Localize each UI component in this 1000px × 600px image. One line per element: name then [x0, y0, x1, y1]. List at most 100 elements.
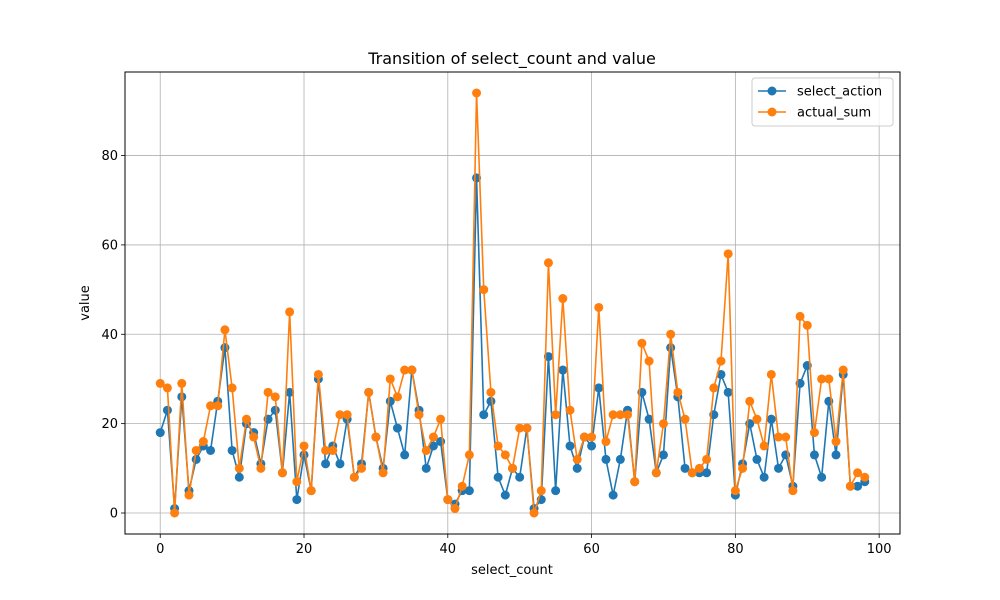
data-point-actual_sum	[342, 410, 352, 420]
data-point-actual_sum	[608, 410, 618, 420]
data-point-actual_sum	[213, 401, 223, 411]
data-point-actual_sum	[788, 486, 798, 496]
data-point-actual_sum	[687, 468, 697, 478]
data-point-actual_sum	[256, 463, 266, 473]
data-point-actual_sum	[522, 423, 532, 433]
data-point-select_action	[601, 454, 611, 464]
data-point-actual_sum	[558, 294, 568, 304]
data-point-actual_sum	[831, 437, 841, 447]
data-point-select_action	[500, 490, 510, 500]
y-tick-label: 40	[101, 328, 118, 343]
y-tick-label: 0	[110, 507, 118, 522]
data-point-select_action	[558, 365, 568, 375]
legend-label-select_action: select_action	[797, 85, 882, 100]
data-point-actual_sum	[227, 383, 237, 393]
y-axis-ticks: 0 20 40 60 80	[101, 149, 125, 522]
data-point-actual_sum	[694, 463, 704, 473]
data-point-select_action	[587, 441, 597, 451]
legend-marker-select_action	[767, 86, 777, 96]
data-point-actual_sum	[428, 432, 438, 442]
data-point-actual_sum	[630, 477, 640, 487]
x-tick-label: 40	[440, 542, 457, 557]
data-point-select_action	[572, 463, 582, 473]
data-point-select_action	[493, 472, 503, 482]
data-point-actual_sum	[702, 454, 712, 464]
data-point-actual_sum	[781, 432, 791, 442]
legend-box	[751, 77, 894, 127]
data-point-select_action	[658, 450, 668, 460]
data-point-actual_sum	[666, 329, 676, 339]
legend-label-actual_sum: actual_sum	[797, 106, 871, 121]
legend-marker-actual_sum	[767, 107, 777, 117]
data-point-select_action	[392, 423, 402, 433]
data-point-select_action	[608, 490, 618, 500]
data-point-actual_sum	[637, 338, 647, 348]
data-point-actual_sum	[752, 414, 762, 424]
data-point-select_action	[421, 463, 431, 473]
data-point-actual_sum	[543, 258, 553, 268]
chart-title: Transition of select_count and value	[367, 49, 656, 69]
data-point-actual_sum	[170, 508, 180, 518]
data-point-select_action	[644, 414, 654, 424]
data-point-select_action	[292, 495, 302, 505]
data-point-select_action	[464, 486, 474, 496]
data-point-actual_sum	[529, 508, 539, 518]
data-point-actual_sum	[817, 374, 827, 384]
data-point-actual_sum	[709, 383, 719, 393]
legend-items: select_action actual_sum	[758, 85, 882, 121]
data-point-select_action	[680, 463, 690, 473]
data-point-actual_sum	[407, 365, 417, 375]
data-point-actual_sum	[759, 441, 769, 451]
data-point-select_action	[809, 450, 819, 460]
data-point-actual_sum	[680, 414, 690, 424]
data-point-actual_sum	[802, 320, 812, 330]
data-point-actual_sum	[766, 369, 776, 379]
data-point-actual_sum	[651, 468, 661, 478]
data-point-select_action	[853, 481, 863, 491]
data-point-actual_sum	[335, 410, 345, 420]
data-point-actual_sum	[515, 423, 525, 433]
data-point-actual_sum	[450, 504, 460, 514]
data-point-actual_sum	[292, 477, 302, 487]
data-point-select_action	[285, 387, 295, 397]
data-point-actual_sum	[479, 285, 489, 295]
data-point-actual_sum	[277, 468, 287, 478]
data-point-actual_sum	[493, 441, 503, 451]
y-axis-label: value	[78, 285, 93, 321]
data-point-select_action	[227, 445, 237, 455]
data-point-select_action	[759, 472, 769, 482]
data-point-select_action	[565, 441, 575, 451]
data-point-select_action	[428, 441, 438, 451]
x-tick-label: 80	[727, 542, 744, 557]
data-point-actual_sum	[321, 445, 331, 455]
data-point-actual_sum	[443, 495, 453, 505]
series-layer	[155, 88, 870, 518]
data-point-actual_sum	[716, 356, 726, 366]
data-point-actual_sum	[594, 302, 604, 312]
data-point-actual_sum	[436, 414, 446, 424]
y-tick-label: 80	[101, 149, 118, 164]
y-tick-label: 60	[101, 238, 118, 253]
data-point-actual_sum	[357, 463, 367, 473]
data-point-actual_sum	[270, 392, 280, 402]
data-point-select_action	[774, 463, 784, 473]
data-point-actual_sum	[400, 365, 410, 375]
x-tick-label: 0	[156, 542, 164, 557]
data-point-actual_sum	[508, 463, 517, 473]
y-tick-label: 20	[101, 417, 118, 432]
data-point-select_action	[723, 387, 733, 397]
data-point-actual_sum	[349, 472, 359, 482]
x-tick-label: 20	[296, 542, 313, 557]
x-axis-ticks: 0 20 40 60 80 100	[156, 534, 892, 557]
data-point-actual_sum	[730, 486, 740, 496]
data-point-actual_sum	[774, 432, 784, 442]
data-point-actual_sum	[299, 441, 309, 451]
data-point-actual_sum	[385, 374, 395, 384]
data-point-actual_sum	[371, 432, 381, 442]
data-point-actual_sum	[392, 392, 402, 402]
data-point-select_action	[400, 450, 410, 460]
data-point-select_action	[766, 414, 776, 424]
data-point-actual_sum	[241, 414, 251, 424]
data-point-actual_sum	[263, 387, 273, 397]
